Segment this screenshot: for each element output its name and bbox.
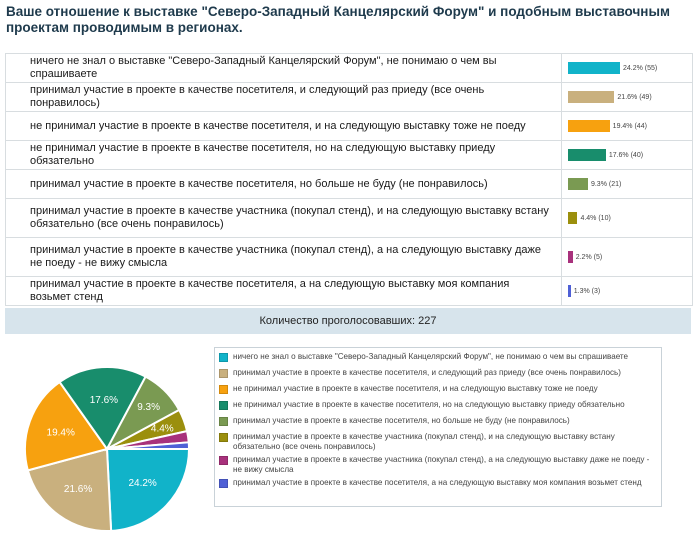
legend-item: принимал участие в проекте в качестве по… (219, 368, 657, 378)
legend-swatch (219, 479, 228, 488)
result-row: ничего не знал о выставке "Северо-Западн… (6, 54, 692, 83)
option-label: принимал участие в проекте в качестве уч… (6, 199, 562, 237)
result-bar (568, 212, 578, 224)
option-label: не принимал участие в проекте в качестве… (6, 112, 562, 140)
pie-slice-label: 17.6% (90, 395, 118, 406)
option-label: ничего не знал о выставке "Северо-Западн… (6, 54, 562, 82)
result-bar (568, 149, 606, 161)
chart-area: 24.2% 21.6% 19.4% 17.6% 9.3% 4.4% ничего не з… (0, 337, 700, 538)
result-bar (568, 251, 573, 263)
result-row: принимал участие в проекте в качестве по… (6, 170, 692, 199)
result-row: принимал участие в проекте в качестве уч… (6, 199, 692, 238)
pie-slice-label: 21.6% (64, 484, 92, 495)
result-value: 4.4% (10) (580, 214, 611, 222)
result-value: 24.2% (55) (623, 64, 658, 72)
legend-item: не принимал участие в проекте в качестве… (219, 400, 657, 410)
result-row: принимал участие в проекте в качестве по… (6, 83, 692, 112)
legend-label: не принимал участие в проекте в качестве… (233, 384, 598, 393)
legend-item: ничего не знал о выставке "Северо-Западн… (219, 352, 657, 362)
result-bar (568, 91, 615, 103)
legend-item: принимал участие в проекте в качестве уч… (219, 455, 657, 475)
option-label: принимал участие в проекте в качестве по… (6, 83, 562, 111)
result-row: не принимал участие в проекте в качестве… (6, 112, 692, 141)
pie-slice (105, 448, 191, 532)
option-label: не принимал участие в проекте в качестве… (6, 141, 562, 169)
chart-legend: ничего не знал о выставке "Северо-Западн… (214, 347, 662, 507)
result-row: принимал участие в проекте в качестве по… (6, 277, 692, 306)
legend-label: ничего не знал о выставке "Северо-Западн… (233, 352, 629, 361)
result-value: 21.6% (49) (617, 93, 652, 101)
legend-swatch (219, 417, 228, 426)
legend-label: принимал участие в проекте в качестве по… (233, 416, 570, 425)
legend-label: принимал участие в проекте в качестве по… (233, 368, 621, 377)
legend-item: принимал участие в проекте в качестве по… (219, 478, 657, 488)
result-value: 9.3% (21) (590, 180, 622, 188)
legend-label: принимал участие в проекте в качестве по… (233, 478, 642, 487)
legend-item: принимал участие в проекте в качестве уч… (219, 432, 657, 452)
result-bar (568, 178, 588, 190)
legend-swatch (219, 401, 228, 410)
votes-count: Количество проголосовавших: 227 (5, 308, 691, 334)
pie-slice-label: 4.4% (151, 423, 174, 434)
result-value: 19.4% (44) (612, 122, 647, 130)
option-label: принимал участие в проекте в качестве уч… (6, 238, 562, 276)
legend-label: принимал участие в проекте в качестве уч… (233, 455, 650, 474)
pie-slice (106, 441, 191, 450)
page-title: Ваше отношение к выставке "Северо-Западн… (6, 4, 670, 35)
pie-slice-label: 9.3% (137, 402, 160, 413)
pie-slice-label: 19.4% (47, 427, 75, 438)
legend-swatch (219, 456, 228, 465)
pie-slice (26, 447, 113, 532)
result-value: 17.6% (40) (608, 151, 644, 159)
result-bar (568, 120, 610, 132)
pie-slice (58, 366, 147, 451)
legend-item: не принимал участие в проекте в качестве… (219, 384, 657, 394)
legend-label: не принимал участие в проекте в качестве… (233, 400, 625, 409)
legend-label: принимал участие в проекте в качестве уч… (233, 432, 615, 451)
result-bar (568, 62, 620, 74)
pie-slice-label: 24.2% (128, 478, 156, 489)
results-table: ничего не знал о выставке "Северо-Западн… (5, 53, 693, 306)
result-bar (568, 285, 571, 297)
result-value: 1.3% (3) (573, 287, 601, 295)
legend-swatch (219, 385, 228, 394)
option-label: принимал участие в проекте в качестве по… (6, 277, 562, 305)
legend-swatch (219, 353, 228, 362)
legend-swatch (219, 369, 228, 378)
option-label: принимал участие в проекте в качестве по… (6, 170, 562, 198)
legend-swatch (219, 433, 228, 442)
result-row: принимал участие в проекте в качестве уч… (6, 238, 692, 277)
legend-item: принимал участие в проекте в качестве по… (219, 416, 657, 426)
pie-slice (24, 380, 109, 472)
pie-chart: 24.2% 21.6% 19.4% 17.6% 9.3% 4.4% (24, 366, 191, 532)
result-row: не принимал участие в проекте в качестве… (6, 141, 692, 170)
result-value: 2.2% (5) (575, 253, 603, 261)
